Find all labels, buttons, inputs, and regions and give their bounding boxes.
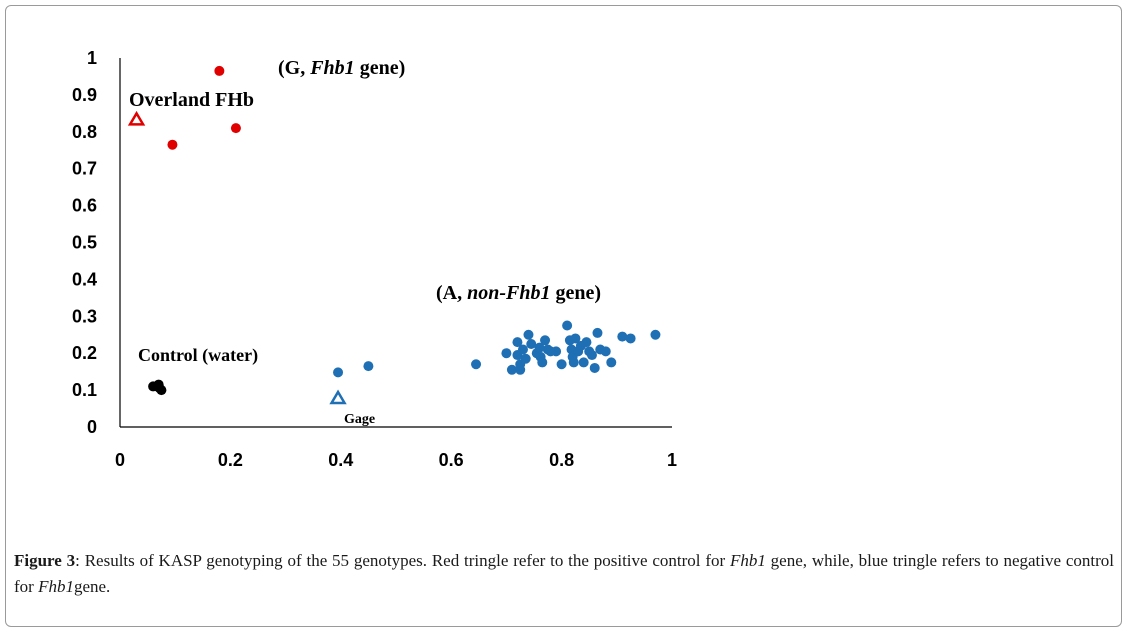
y-tick-label: 0.6 <box>72 196 97 216</box>
data-point <box>520 353 531 364</box>
data-point <box>214 65 225 76</box>
data-point <box>562 320 573 331</box>
y-tick-label: 1 <box>87 48 97 68</box>
scatter-chart: 0 0.1 0.2 0.3 0.4 0.5 0.6 0.7 0.8 0.9 1 0 0.2 0.4 0.6 0… <box>72 48 677 470</box>
data-point <box>506 364 517 375</box>
data-point <box>570 333 581 344</box>
data-point <box>471 359 482 370</box>
data-point <box>526 338 537 349</box>
y-tick-label: 0 <box>87 417 97 437</box>
figure-caption: Figure 3: Results of KASP genotyping of … <box>14 548 1114 600</box>
x-tick-label: 0.8 <box>549 450 574 470</box>
y-tick-label: 0.5 <box>72 233 97 253</box>
data-point <box>512 337 523 348</box>
data-point <box>517 344 528 355</box>
caption-segment: : Results of KASP genotyping of the 55 g… <box>75 551 730 570</box>
data-point <box>578 357 589 368</box>
data-point <box>537 357 548 368</box>
data-point <box>581 337 592 348</box>
annotation-g: (G, Fhb1 gene) <box>278 57 405 79</box>
y-tick-label: 0.9 <box>72 85 97 105</box>
y-tick-label: 0.2 <box>72 343 97 363</box>
data-point <box>600 346 611 357</box>
data-point <box>523 329 534 340</box>
data-point <box>568 357 579 368</box>
data-point <box>333 367 344 378</box>
data-point <box>167 139 178 150</box>
y-tick-label: 0.3 <box>72 306 97 326</box>
y-tick-label: 0.4 <box>72 269 97 289</box>
annotation-control: Control (water) <box>138 345 258 366</box>
data-point <box>556 359 567 370</box>
y-tick-label: 0.1 <box>72 380 97 400</box>
data-point <box>540 335 551 346</box>
x-tick-label: 1 <box>667 450 677 470</box>
y-tick-label: 0.7 <box>72 159 97 179</box>
data-point <box>551 346 562 357</box>
caption-gene-name: Fhb1 <box>38 577 74 596</box>
data-point <box>617 331 628 342</box>
triangle-marker <box>127 110 146 126</box>
caption-segment: gene, while, blue tringle refers to nega… <box>14 551 1114 596</box>
data-point <box>589 362 600 373</box>
data-point <box>625 333 636 344</box>
caption-segment: gene. <box>73 577 111 596</box>
data-point <box>650 329 661 340</box>
figure-label: Figure 3 <box>14 551 76 570</box>
annotation-a: (A, non-Fhb1 gene) <box>436 282 601 304</box>
triangle-marker <box>329 389 347 405</box>
caption-gene-name: Fhb1 <box>729 551 766 570</box>
annotation-gage: Gage <box>344 412 375 427</box>
data-point <box>606 357 617 368</box>
data-point <box>501 348 512 359</box>
x-tick-label: 0.2 <box>218 450 243 470</box>
figure-frame <box>5 5 1122 627</box>
data-point <box>592 327 603 338</box>
x-tick-label: 0 <box>115 450 125 470</box>
annotation-overland: Overland FHb <box>129 89 254 111</box>
y-tick-label: 0.8 <box>72 122 97 142</box>
data-point <box>515 364 526 375</box>
caption-text: : Results of KASP genotyping of the 55 g… <box>14 551 1114 596</box>
x-tick-label: 0.4 <box>328 450 353 470</box>
data-point <box>230 123 241 134</box>
data-point <box>153 379 164 390</box>
data-point <box>586 350 597 361</box>
data-point <box>363 361 374 372</box>
x-tick-label: 0.6 <box>439 450 464 470</box>
data-point <box>534 342 545 353</box>
